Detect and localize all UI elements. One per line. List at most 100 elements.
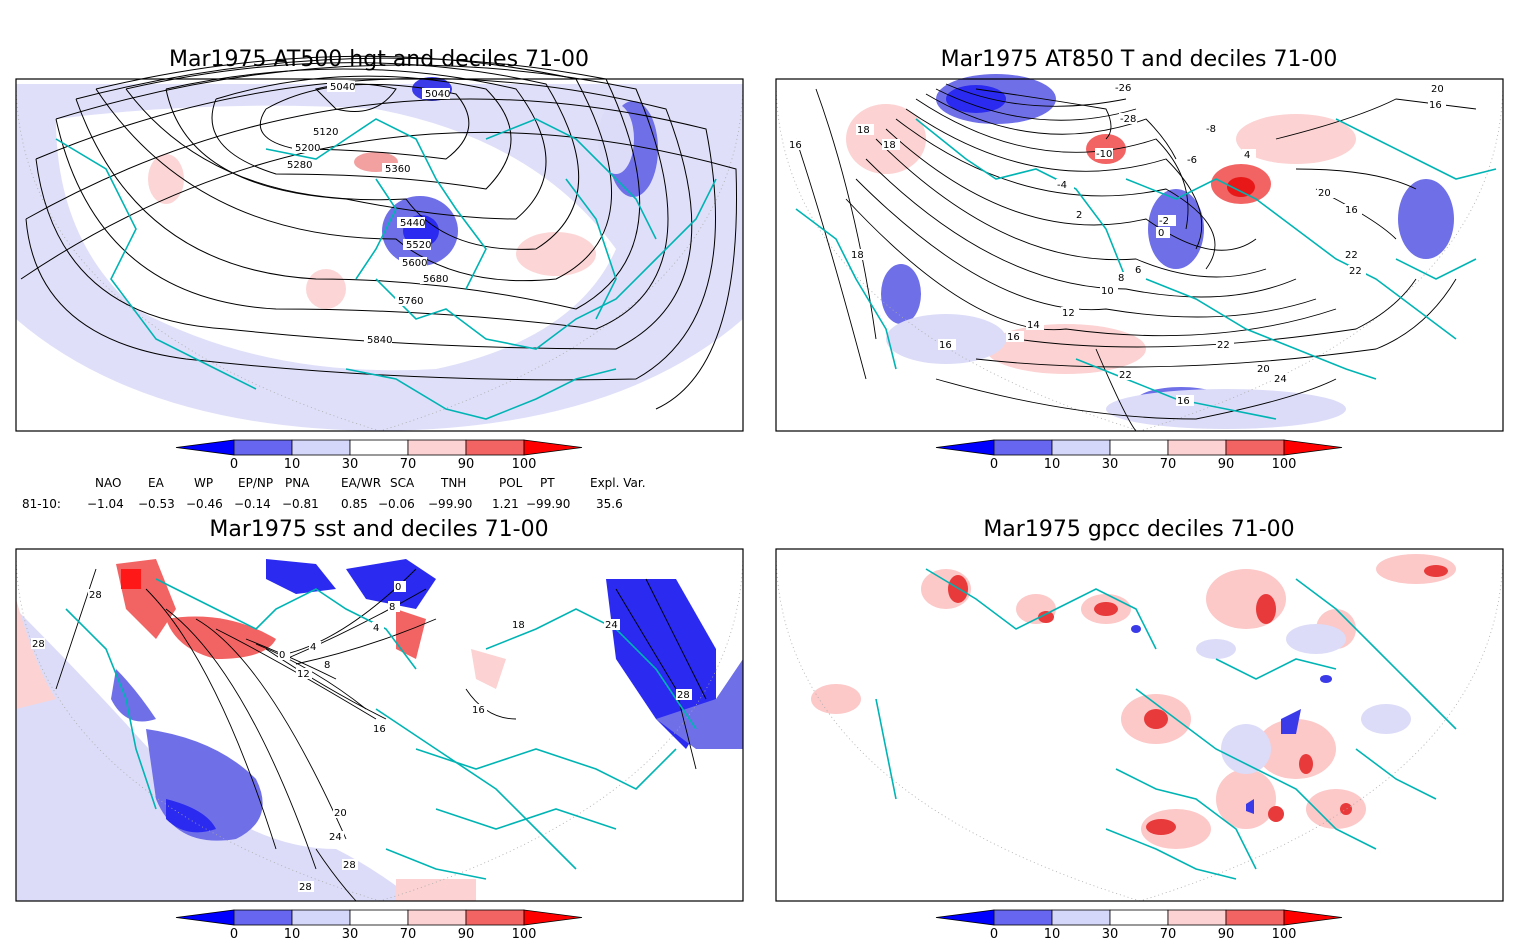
index-header-wp: WP (194, 476, 213, 490)
colorbar-tick-label: 100 (512, 457, 537, 472)
colorbar-tick-label: 70 (1160, 457, 1177, 472)
svg-text:22: 22 (1119, 370, 1132, 381)
svg-text:16: 16 (1345, 205, 1358, 216)
index-header-pt: PT (540, 476, 555, 490)
colorbar-segment (407, 909, 467, 926)
colorbar-segment (1225, 439, 1285, 456)
svg-text:5840: 5840 (367, 335, 392, 346)
svg-text:5600: 5600 (402, 258, 427, 269)
colorbar-tick-label: 70 (400, 457, 417, 472)
colorbar-tick-label: 30 (1102, 457, 1119, 472)
colorbar-arrow-high (523, 909, 583, 926)
index-value-pt: −99.90 (526, 497, 570, 511)
index-header-pna: PNA (285, 476, 310, 490)
svg-text:5360: 5360 (385, 164, 410, 175)
index-header-pol: POL (499, 476, 523, 490)
svg-text:8: 8 (389, 602, 395, 613)
svg-text:24: 24 (329, 832, 342, 843)
contour-labels: -26 -28 -10 -8 -6 -4 -2 0 2 4 6 8 10 12 … (788, 82, 1448, 407)
svg-text:16: 16 (939, 340, 952, 351)
index-value-tnh: −99.90 (428, 497, 472, 511)
svg-text:16: 16 (472, 705, 485, 716)
colorbar-tick-label: 30 (342, 927, 359, 940)
svg-text:0: 0 (1158, 228, 1164, 239)
colorbar-segment (1051, 439, 1111, 456)
colorbar-segment (1051, 909, 1111, 926)
colorbar-arrow-low (935, 439, 995, 456)
svg-text:28: 28 (343, 860, 356, 871)
svg-text:4: 4 (1244, 150, 1250, 161)
svg-text:5040: 5040 (330, 82, 355, 93)
index-value-pna: −0.81 (282, 497, 319, 511)
colorbar-segment (465, 439, 525, 456)
index-value-wp: −0.46 (186, 497, 223, 511)
colorbar-arrow-high (523, 439, 583, 456)
colorbar-segment (349, 909, 409, 926)
svg-text:16: 16 (1007, 332, 1020, 343)
svg-text:5520: 5520 (406, 240, 431, 251)
colorbar-segment (465, 909, 525, 926)
colorbar-segment (1167, 909, 1227, 926)
colorbar-tick-label: 100 (512, 927, 537, 940)
colorbar-tick-label: 90 (458, 457, 475, 472)
svg-text:5760: 5760 (398, 296, 423, 307)
contour-labels: 5040 5040 5120 5200 5280 5360 5440 5520 … (284, 81, 450, 346)
colorbar-tick-label: 90 (1218, 457, 1235, 472)
svg-text:16: 16 (373, 724, 386, 735)
colorbar-tick-label: 70 (1160, 927, 1177, 940)
svg-text:18: 18 (851, 250, 864, 261)
panel-gpcc: Mar1975 gpcc deciles 71-00 (775, 517, 1504, 902)
svg-text:28: 28 (89, 590, 102, 601)
index-header-sca: SCA (390, 476, 415, 490)
index-header-eawr: EA/WR (341, 476, 381, 490)
colorbar-segment (291, 439, 351, 456)
colorbar-tick-label: 100 (1272, 927, 1297, 940)
svg-text:-8: -8 (1206, 124, 1216, 135)
svg-text:28: 28 (32, 639, 45, 650)
colorbar-tick-label: 0 (990, 927, 998, 940)
index-header-nao: NAO (95, 476, 121, 490)
index-value-epnp: −0.14 (234, 497, 271, 511)
colorbar-tick-label: 10 (1044, 457, 1061, 472)
index-header-tnh: TNH (440, 476, 466, 490)
svg-text:-28: -28 (1120, 114, 1136, 125)
svg-text:8: 8 (324, 660, 330, 671)
svg-text:-10: -10 (1096, 149, 1112, 160)
colorbar-tick-label: 0 (990, 457, 998, 472)
colorbar-arrow-high (1283, 439, 1343, 456)
index-value-expl-var: 35.6 (596, 497, 623, 511)
svg-text:18: 18 (857, 125, 870, 136)
index-value-pol: 1.21 (492, 497, 519, 511)
svg-text:16: 16 (789, 140, 802, 151)
svg-text:12: 12 (1062, 308, 1075, 319)
colorbar-segment (291, 909, 351, 926)
svg-text:6: 6 (1135, 265, 1141, 276)
panel-title: Mar1975 gpcc deciles 71-00 (983, 517, 1294, 542)
panel-title: Mar1975 AT850 T and deciles 71-00 (941, 47, 1338, 72)
colorbar-tick-label: 30 (342, 457, 359, 472)
svg-text:-26: -26 (1115, 83, 1131, 94)
svg-text:5200: 5200 (295, 143, 320, 154)
colorbars: 0 10 30 70 90 100 0 10 30 70 90 100 0 10 30 70 90 100 0 10 3… (175, 439, 1343, 942)
svg-text:4: 4 (373, 623, 379, 634)
svg-text:-4: -4 (1057, 180, 1067, 191)
index-value-nao: −1.04 (87, 497, 124, 511)
svg-text:5280: 5280 (287, 160, 312, 171)
colorbar-tick-label: 10 (284, 927, 301, 940)
colorbar-tick-label: 90 (1218, 927, 1235, 940)
svg-text:5680: 5680 (423, 274, 448, 285)
colorbar: 0 10 30 70 90 100 (175, 909, 583, 942)
svg-text:28: 28 (677, 690, 690, 701)
colorbar-arrow-low (175, 909, 235, 926)
colorbar-segment (1109, 909, 1169, 926)
panel-at500: Mar1975 AT500 hgt and deciles 71-00 (15, 47, 744, 432)
colorbar-segment (1167, 439, 1227, 456)
colorbar-segment (233, 439, 293, 456)
svg-text:4: 4 (310, 642, 316, 653)
colorbar-arrow-low (935, 909, 995, 926)
colorbar-tick-label: 70 (400, 927, 417, 940)
svg-text:18: 18 (512, 620, 525, 631)
panel-title: Mar1975 sst and deciles 71-00 (209, 517, 548, 542)
colorbar-tick-label: 90 (458, 927, 475, 940)
panel-sst: Mar1975 sst and deciles 71-00 (15, 517, 744, 902)
